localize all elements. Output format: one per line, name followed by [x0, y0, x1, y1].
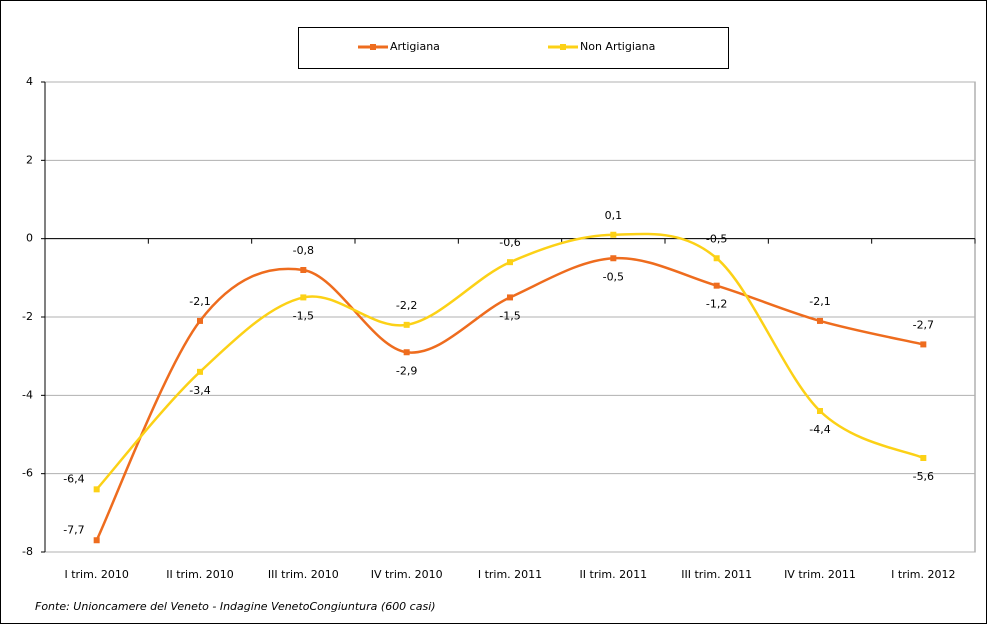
x-tick-label: I trim. 2012 [891, 568, 955, 581]
data-label: -0,5 [603, 270, 624, 283]
x-tick-label: III trim. 2010 [268, 568, 339, 581]
data-label: -3,4 [189, 384, 210, 397]
y-tick-label: -6 [22, 467, 33, 480]
data-point [93, 537, 100, 544]
data-point [507, 294, 513, 301]
data-point [817, 317, 823, 324]
data-label: -0,6 [499, 236, 520, 249]
data-label: -1,2 [706, 298, 727, 311]
source-note: Fonte: Unioncamere del Veneto - Indagine… [35, 600, 436, 613]
data-label: -1,5 [293, 309, 314, 322]
data-label: -5,6 [913, 470, 934, 483]
legend-label: Non Artigiana [580, 40, 655, 53]
data-point [713, 282, 720, 289]
y-tick-label: -2 [22, 310, 33, 323]
y-tick-label: -4 [22, 388, 33, 401]
data-label: -2,1 [189, 295, 210, 308]
x-tick-label: III trim. 2011 [681, 568, 752, 581]
data-label: -1,5 [499, 309, 520, 322]
data-label: -2,1 [809, 295, 830, 308]
data-label: -4,4 [809, 423, 830, 436]
data-label: -2,7 [913, 318, 934, 331]
x-tick-label: II trim. 2010 [166, 568, 234, 581]
data-point [713, 255, 720, 262]
data-label: -2,9 [396, 364, 417, 377]
data-point [817, 408, 823, 414]
data-point [403, 321, 410, 328]
data-point [197, 368, 203, 375]
data-point [197, 317, 203, 324]
data-label: -6,4 [63, 472, 84, 485]
x-tick-label: II trim. 2011 [580, 568, 648, 581]
data-label: -0,8 [293, 244, 314, 257]
data-label: -7,7 [63, 523, 84, 536]
x-tick-label: IV trim. 2010 [371, 568, 443, 581]
data-point [93, 486, 100, 493]
data-label: 0,1 [605, 209, 623, 222]
data-point [300, 294, 307, 301]
y-tick-label: 2 [26, 153, 33, 166]
data-point [403, 349, 410, 356]
legend-marker [560, 44, 566, 50]
data-label: -0,5 [706, 232, 727, 245]
data-point [300, 267, 307, 273]
legend-label: Artigiana [390, 40, 440, 53]
legend-marker [370, 44, 376, 50]
x-tick-label: I trim. 2010 [64, 568, 128, 581]
x-tick-label: IV trim. 2011 [784, 568, 856, 581]
y-tick-label: -8 [22, 545, 33, 558]
x-tick-label: I trim. 2011 [478, 568, 542, 581]
data-point [610, 231, 617, 238]
data-label: -2,2 [396, 299, 417, 312]
y-tick-label: 4 [26, 75, 33, 88]
data-point [920, 341, 927, 348]
data-point [507, 259, 513, 266]
y-tick-label: 0 [26, 232, 33, 245]
data-point [610, 255, 617, 262]
data-point [920, 455, 927, 461]
